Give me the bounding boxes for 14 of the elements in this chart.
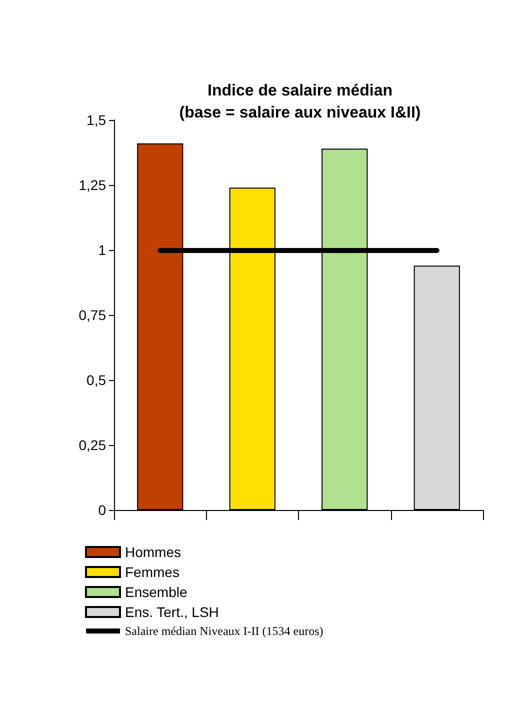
legend-label: Hommes bbox=[125, 544, 182, 560]
y-tick-label: 1,25 bbox=[78, 177, 106, 193]
y-tick-label: 1 bbox=[98, 242, 106, 258]
legend-label: Ensemble bbox=[125, 584, 188, 600]
y-tick-label: 0,25 bbox=[78, 437, 106, 453]
legend-label: Ens. Tert., LSH bbox=[125, 604, 219, 620]
y-tick-label: 1,5 bbox=[86, 112, 106, 128]
chart-title: Indice de salaire médian bbox=[208, 82, 392, 100]
legend-label: Salaire médian Niveaux I-II (1534 euros) bbox=[125, 624, 324, 638]
y-tick-label: 0 bbox=[98, 502, 106, 518]
y-tick-label: 0,75 bbox=[78, 307, 106, 323]
y-tick-label: 0,5 bbox=[86, 372, 106, 388]
legend-label: Femmes bbox=[125, 564, 180, 580]
chart-subtitle: (base = salaire aux niveaux I&II) bbox=[179, 104, 421, 122]
